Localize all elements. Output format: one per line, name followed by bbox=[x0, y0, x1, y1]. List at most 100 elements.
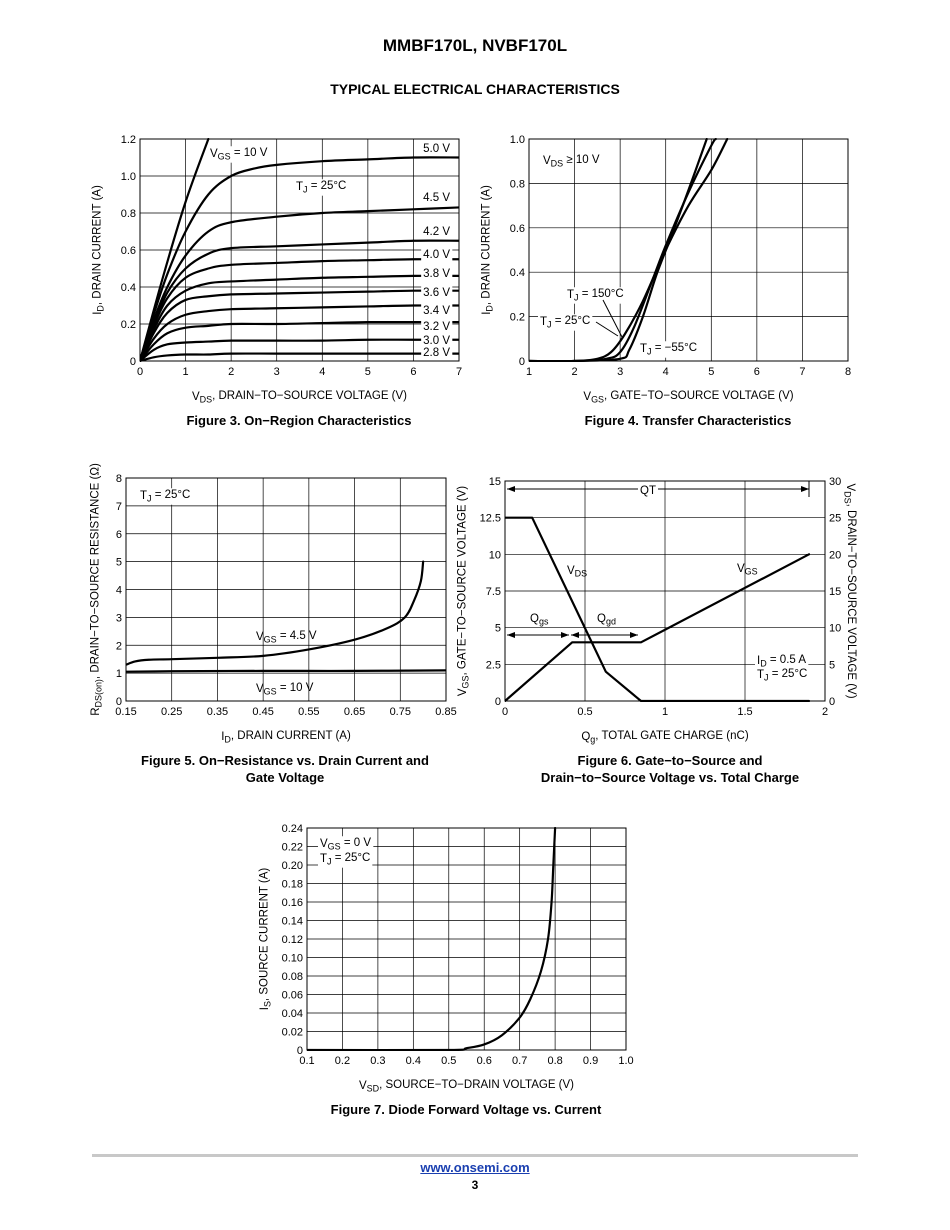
x-tick-label: 2 bbox=[822, 706, 828, 718]
x-tick-label: 0.5 bbox=[577, 706, 592, 718]
vgs-45v-label: VGS = 4.5 V bbox=[256, 630, 317, 644]
page-number: 3 bbox=[471, 1178, 479, 1192]
fig7-chart: 0.1 0.2 0.3 0.4 0.5 0.6 0.7 0.8 0.9 1.0 0 0.02 0.04 0… bbox=[258, 823, 633, 1094]
qgs-label: Qgs bbox=[530, 613, 549, 627]
figure-6-caption: Figure 6. Gate−to−Source and Drain−to−So… bbox=[540, 753, 800, 785]
label-bg bbox=[138, 488, 193, 505]
x-tick-label: 6 bbox=[410, 366, 416, 378]
tj-25-leader bbox=[595, 321, 619, 337]
y-tick-label: 1 bbox=[116, 668, 122, 680]
series-line bbox=[140, 320, 459, 362]
series-label-45V: 4.5 V bbox=[423, 192, 450, 204]
y-tick-label: 0.14 bbox=[282, 916, 303, 928]
vgs-curve-label: VGS bbox=[737, 563, 758, 577]
plot-area bbox=[140, 138, 459, 362]
x-tick-label: 0.35 bbox=[207, 706, 228, 718]
series-line bbox=[140, 289, 459, 362]
y-tick-label: 0.4 bbox=[121, 282, 136, 294]
x-tick-label: 8 bbox=[845, 366, 851, 378]
qt-arrow-head-right bbox=[801, 486, 809, 492]
plot-frame bbox=[125, 477, 447, 702]
series-line bbox=[140, 304, 459, 362]
figure-4-caption: Figure 4. Transfer Characteristics bbox=[584, 413, 792, 428]
x-axis-label: VDS, DRAIN−TO−SOURCE VOLTAGE (V) bbox=[192, 390, 407, 404]
section-title: TYPICAL ELECTRICAL CHARACTERISTICS bbox=[330, 81, 620, 97]
x-tick-label: 2 bbox=[228, 366, 234, 378]
y2-tick-label: 15 bbox=[829, 586, 841, 598]
figure-7-caption: Figure 7. Diode Forward Voltage vs. Curr… bbox=[330, 1102, 602, 1117]
y-axis-label: IS, SOURCE CURRENT (A) bbox=[258, 868, 272, 1011]
series-line bbox=[140, 338, 459, 362]
series-label-30V: 3.0 V bbox=[423, 335, 450, 347]
vds-label: VDS ≥ 10 V bbox=[543, 154, 600, 168]
y-tick-label: 0.8 bbox=[121, 208, 136, 220]
y-tick-label: 0.10 bbox=[282, 953, 303, 965]
y-tick-label: 0.04 bbox=[282, 1008, 303, 1020]
x-tick-label: 0.85 bbox=[435, 706, 456, 718]
y-tick-label: 0.06 bbox=[282, 990, 303, 1002]
vgs-10v-label: VGS = 10 V bbox=[256, 682, 314, 696]
series-label-42V: 4.2 V bbox=[423, 226, 450, 238]
x-tick-label: 5 bbox=[708, 366, 714, 378]
y-tick-label: 1.0 bbox=[510, 134, 525, 146]
label-bg bbox=[421, 142, 453, 156]
x-tick-label: 0.4 bbox=[406, 1055, 421, 1067]
footer-website-link[interactable]: www.onsemi.com bbox=[420, 1160, 530, 1175]
y-axis-label: RDS(on), DRAIN−TO−SOURCE RESISTANCE (Ω) bbox=[89, 463, 103, 716]
label-bg bbox=[421, 248, 453, 262]
qgd-label: Qgd bbox=[597, 613, 616, 627]
label-bg bbox=[421, 267, 453, 281]
qt-label: QT bbox=[640, 485, 656, 497]
plot-area bbox=[126, 560, 446, 673]
y2-axis-label: VDS, DRAIN−TO−SOURCE VOLTAGE (V) bbox=[842, 483, 856, 698]
y-tick-label: 0.12 bbox=[282, 934, 303, 946]
plot-frame bbox=[528, 138, 849, 362]
x-tick-label: 2 bbox=[572, 366, 578, 378]
series-line bbox=[140, 258, 459, 362]
label-bg bbox=[421, 225, 453, 239]
qgd-arrow-head-left bbox=[571, 632, 579, 638]
y-tick-label: 0.8 bbox=[510, 178, 525, 190]
y-tick-label: 0.4 bbox=[510, 267, 525, 279]
vds-curve-label: VDS bbox=[567, 565, 587, 579]
x-tick-label: 5 bbox=[365, 366, 371, 378]
plot-frame bbox=[139, 138, 460, 362]
x-tick-label: 0.45 bbox=[252, 706, 273, 718]
y-tick-label: 0.2 bbox=[121, 319, 136, 331]
x-tick-label: 0.2 bbox=[335, 1055, 350, 1067]
y-tick-label: 0.18 bbox=[282, 879, 303, 891]
series-line bbox=[140, 156, 459, 362]
y-tick-label: 5 bbox=[495, 623, 501, 635]
y-tick-label: 6 bbox=[116, 529, 122, 541]
x-tick-label: 1 bbox=[526, 366, 532, 378]
fig6-chart: 0 0.5 1 1.5 202.557.51012.515051015202530Qg,… bbox=[456, 476, 857, 745]
label-bg bbox=[294, 179, 349, 196]
series-label-40V: 4.0 V bbox=[423, 249, 450, 261]
y2-tick-label: 20 bbox=[829, 549, 841, 561]
x-axis-label: VGS, GATE−TO−SOURCE VOLTAGE (V) bbox=[583, 390, 793, 404]
y-tick-label: 0.2 bbox=[510, 312, 525, 324]
y-tick-label: 0.6 bbox=[510, 223, 525, 235]
y2-tick-label: 5 bbox=[829, 659, 835, 671]
y2-tick-label: 30 bbox=[829, 476, 841, 488]
x-tick-label: 0.7 bbox=[512, 1055, 527, 1067]
y-tick-label: 1.2 bbox=[121, 134, 136, 146]
qgs-arrow-head-right bbox=[561, 632, 569, 638]
x-tick-label: 1.5 bbox=[737, 706, 752, 718]
x-axis-label: Qg, TOTAL GATE CHARGE (nC) bbox=[581, 730, 748, 744]
x-tick-label: 7 bbox=[456, 366, 462, 378]
y2-tick-label: 25 bbox=[829, 513, 841, 525]
y-tick-label: 7.5 bbox=[486, 586, 501, 598]
y-tick-label: 7 bbox=[116, 501, 122, 513]
id-label: ID = 0.5 A bbox=[757, 654, 806, 668]
x-tick-label: 4 bbox=[319, 366, 325, 378]
tj-label: TJ = 25°C bbox=[757, 668, 807, 682]
figure-5-caption: Figure 5. On−Resistance vs. Drain Curren… bbox=[141, 753, 429, 785]
plot-area bbox=[529, 138, 729, 362]
y-axis-label: ID, DRAIN CURRENT (A) bbox=[91, 185, 105, 315]
y2-tick-label: 10 bbox=[829, 623, 841, 635]
label-bg bbox=[538, 314, 593, 331]
x-tick-label: 1.0 bbox=[618, 1055, 633, 1067]
y-tick-label: 4 bbox=[116, 585, 122, 597]
tj-label: TJ = 25°C bbox=[320, 852, 370, 866]
